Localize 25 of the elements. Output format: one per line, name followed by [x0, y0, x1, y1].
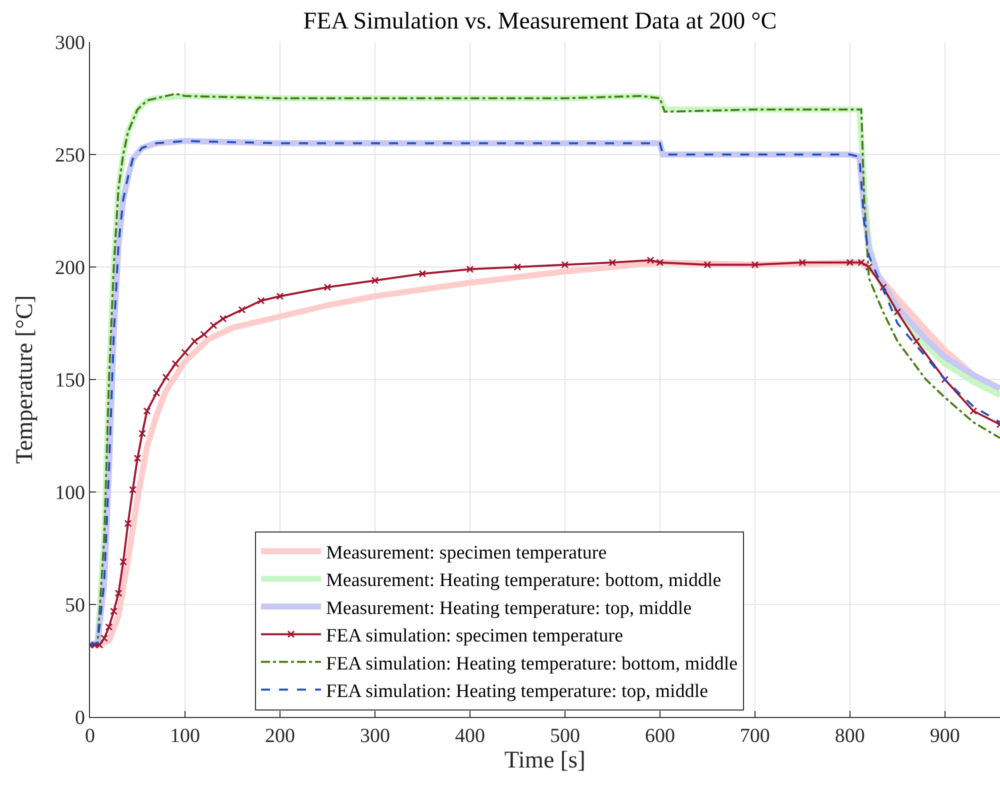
x-tick-label: 500	[550, 725, 580, 747]
x-tick-label: 100	[170, 725, 200, 747]
x-tick-label: 800	[834, 725, 865, 747]
y-axis-title: Temperature [°C]	[12, 295, 38, 464]
legend-label: Measurement: Heating temperature: top, middle	[326, 598, 692, 619]
x-tick-label: 300	[360, 725, 390, 747]
y-tick-label: 150	[55, 370, 85, 392]
x-tick-label: 900	[930, 725, 960, 747]
x-tick-label: 600	[644, 725, 675, 747]
legend-label: FEA simulation: specimen temperature	[326, 626, 624, 647]
y-tick-label: 250	[55, 144, 85, 166]
x-tick-label: 700	[740, 725, 770, 747]
legend-label: FEA simulation: Heating temperature: bottom, middle	[326, 653, 738, 674]
legend-label: Measurement: specimen temperature	[326, 542, 607, 564]
x-tick-label: 200	[264, 725, 295, 747]
y-tick-label: 100	[55, 482, 85, 504]
legend-label: Measurement: Heating temperature: bottom, middle	[326, 570, 722, 592]
y-tick-label: 200	[55, 257, 85, 279]
x-tick-label: 400	[454, 725, 485, 747]
x-axis-title: Time [s]	[504, 747, 586, 774]
y-tick-label: 0	[75, 707, 85, 729]
y-tick-label: 300	[55, 32, 85, 54]
y-tick-label: 50	[65, 594, 85, 616]
chart-title: FEA Simulation vs. Measurement Data at 200 °C	[303, 8, 777, 35]
legend-label: FEA simulation: Heating temperature: top, middle	[326, 681, 708, 702]
